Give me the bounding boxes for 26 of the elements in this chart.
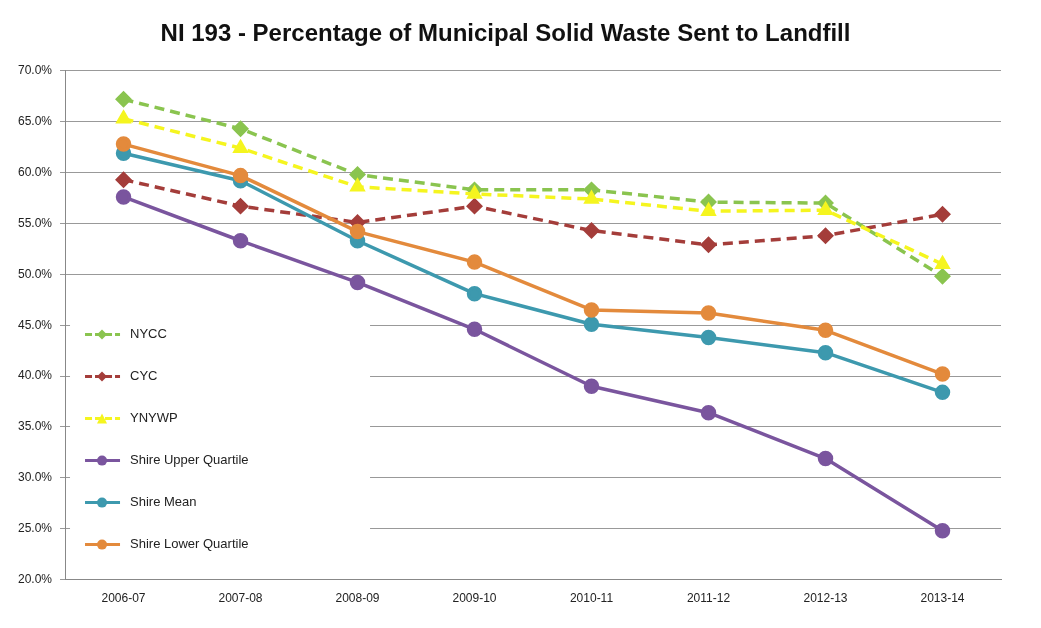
y-tick-label: 70.0% (17, 63, 53, 78)
x-tick-label: 2010-11 (569, 591, 614, 606)
legend-label: YNYWP (130, 410, 178, 426)
x-tick-label: 2012-13 (803, 591, 848, 606)
legend-label: NYCC (130, 326, 167, 342)
legend-label: Shire Upper Quartile (130, 452, 249, 468)
y-tick-label: 50.0% (17, 266, 53, 281)
y-tick-label: 20.0% (17, 571, 53, 586)
x-tick-label: 2008-09 (335, 591, 380, 606)
y-tick-label: 60.0% (17, 164, 53, 179)
x-tick-label: 2007-08 (218, 591, 263, 606)
chart-title: NI 193 - Percentage of Municipal Solid Waste Sent to Landfill (160, 19, 851, 47)
x-tick-label: 2009-10 (452, 591, 497, 606)
y-tick-label: 25.0% (17, 521, 53, 536)
legend-label: Shire Mean (130, 494, 197, 510)
legend-label: Shire Lower Quartile (130, 536, 249, 552)
y-tick-label: 40.0% (17, 368, 53, 383)
x-tick-label: 2011-12 (686, 591, 731, 606)
y-tick-label: 55.0% (17, 215, 53, 230)
y-tick-label: 65.0% (17, 113, 53, 128)
y-tick-label: 45.0% (17, 317, 53, 332)
legend-label: CYC (130, 368, 158, 384)
x-tick-label: 2013-14 (920, 591, 965, 606)
y-tick-label: 30.0% (17, 470, 53, 485)
x-tick-label: 2006-07 (101, 591, 146, 606)
y-tick-label: 35.0% (17, 419, 53, 434)
